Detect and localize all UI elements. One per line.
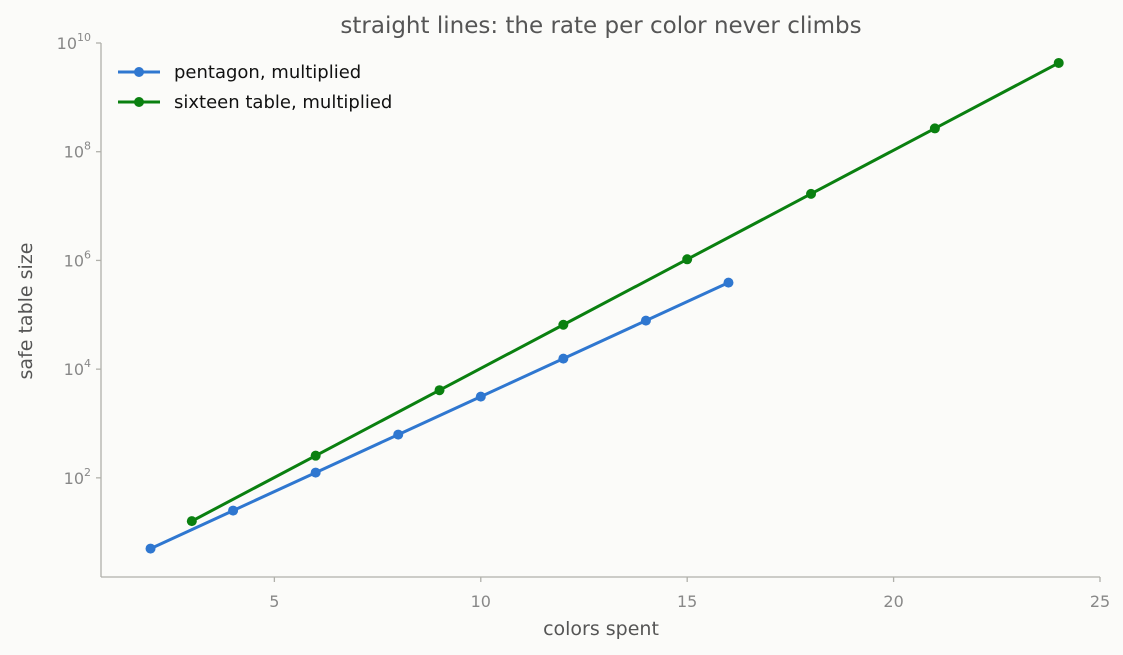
legend-marker	[134, 67, 144, 77]
plot-series	[145, 57, 1064, 554]
legend: pentagon, multiplied sixteen table, multi…	[118, 62, 392, 113]
x-axis-ticks: 5 10 15 20 25	[269, 577, 1110, 611]
data-point	[434, 385, 445, 396]
data-point	[723, 277, 734, 288]
data-point	[640, 315, 651, 326]
legend-marker	[134, 97, 144, 107]
y-axis-ticks: 102 104 106 108 1010	[57, 31, 101, 488]
y-tick-label: 1010	[57, 31, 91, 53]
y-tick-label: 108	[64, 140, 91, 162]
series-line	[190, 61, 1061, 523]
y-axis-label: safe table size	[15, 243, 37, 380]
x-tick-label: 25	[1090, 592, 1110, 611]
y-tick-label: 106	[64, 248, 91, 270]
x-tick-label: 20	[883, 592, 903, 611]
series-1	[145, 277, 734, 554]
data-point	[806, 188, 817, 199]
data-point	[228, 505, 239, 516]
data-point	[558, 353, 569, 364]
y-tick-label: 102	[64, 466, 91, 488]
y-tick-label: 104	[64, 357, 91, 379]
data-point	[558, 319, 569, 330]
data-point	[929, 123, 940, 134]
data-point	[186, 516, 197, 527]
legend-entry: pentagon, multiplied	[118, 62, 361, 83]
data-point	[475, 391, 486, 402]
chart-title: straight lines: the rate per color never…	[340, 13, 861, 39]
series-line	[149, 281, 730, 551]
data-point	[682, 254, 693, 265]
legend-label: sixteen table, multiplied	[174, 92, 392, 113]
data-point	[1053, 57, 1064, 68]
x-tick-label: 15	[677, 592, 697, 611]
series-2	[186, 57, 1064, 527]
legend-label: pentagon, multiplied	[174, 62, 361, 83]
x-tick-label: 10	[471, 592, 491, 611]
data-point	[310, 467, 321, 478]
data-point	[393, 429, 404, 440]
data-point	[310, 450, 321, 461]
data-point	[145, 543, 156, 554]
legend-entry: sixteen table, multiplied	[118, 92, 392, 113]
x-axis-label: colors spent	[543, 618, 659, 640]
x-tick-label: 5	[269, 592, 279, 611]
